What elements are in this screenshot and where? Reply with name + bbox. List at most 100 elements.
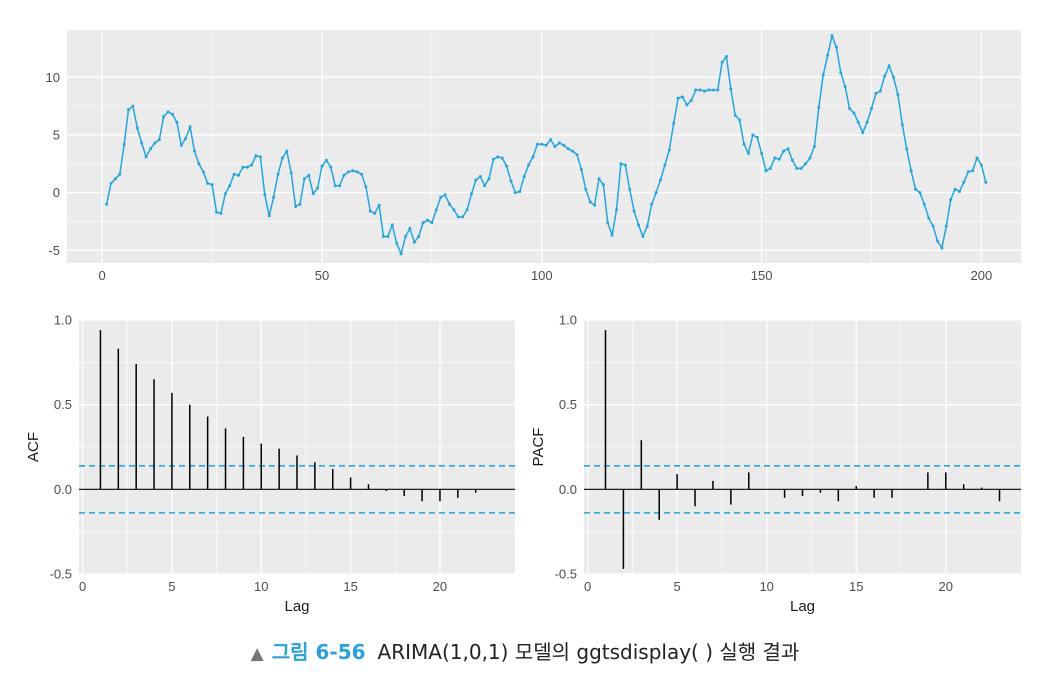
series-point (113, 177, 117, 181)
series-point (746, 151, 750, 155)
series-point (382, 235, 385, 238)
series-point (790, 158, 794, 162)
series-point (777, 157, 781, 161)
series-point (219, 211, 223, 215)
series-point (733, 113, 737, 117)
series-x-tick-label: 200 (971, 268, 993, 283)
series-point (522, 175, 526, 178)
series-point (333, 184, 337, 188)
series-point (276, 172, 280, 176)
series-point (342, 173, 346, 177)
series-point (716, 88, 720, 92)
series-point (324, 158, 328, 162)
acf-x-tick-label: 20 (433, 579, 447, 594)
series-point (171, 112, 174, 116)
series-point (839, 71, 843, 75)
triangle-marker-icon: ▲ (250, 644, 264, 664)
series-point (360, 172, 364, 176)
series-point (263, 193, 267, 197)
series-y-tick-label: 0 (53, 185, 60, 200)
series-point (289, 171, 293, 175)
series-point (865, 120, 869, 124)
series-point (237, 173, 240, 177)
series-point (368, 209, 372, 213)
series-point (135, 126, 139, 130)
series-point (975, 156, 979, 160)
series-point (852, 111, 856, 115)
series-point (426, 218, 429, 222)
series-point (549, 138, 553, 142)
series-point (373, 211, 377, 215)
series-point (298, 202, 302, 206)
series-point (953, 187, 957, 191)
series-point (527, 163, 531, 167)
series-point (465, 208, 469, 212)
series-point (641, 235, 645, 238)
series-point (355, 170, 359, 174)
series-point (144, 155, 148, 159)
series-point (184, 136, 188, 140)
series-point (663, 163, 667, 167)
series-point (958, 190, 961, 193)
pacf-y-tick-label: 0.5 (559, 397, 577, 412)
series-point (584, 187, 588, 191)
series-point (799, 166, 803, 170)
series-point (883, 74, 887, 78)
series-point (553, 145, 557, 148)
series-point (267, 214, 271, 218)
series-point (927, 216, 931, 220)
series-point (742, 142, 746, 146)
acf-chart: 0 5 10 15 20 -0.5 0.0 0.5 1.0 Lag ACF (25, 313, 515, 615)
series-point (162, 115, 166, 118)
series-panel-background (67, 30, 1021, 263)
series-point (496, 155, 500, 159)
series-x-tick-label: 150 (751, 268, 773, 283)
pacf-x-tick-label: 20 (939, 579, 953, 594)
series-point (491, 157, 495, 161)
series-point (329, 165, 333, 169)
series-point (940, 246, 944, 250)
series-point (531, 155, 535, 159)
series-point (386, 235, 390, 238)
series-point (105, 202, 109, 206)
series-point (834, 45, 838, 49)
series-point (698, 88, 702, 92)
series-point (250, 163, 254, 167)
series-point (720, 60, 724, 64)
series-point (346, 170, 350, 174)
acf-y-tick-label: -0.5 (50, 567, 72, 582)
series-point (601, 183, 605, 187)
series-point (773, 156, 777, 160)
series-point (804, 162, 808, 166)
series-point (808, 156, 812, 160)
series-point (540, 142, 544, 146)
series-point (228, 184, 232, 188)
series-point (645, 224, 649, 228)
series-point (632, 209, 636, 213)
series-point (320, 164, 324, 168)
series-point (434, 208, 438, 212)
series-point (654, 191, 658, 195)
series-point (694, 88, 698, 92)
series-point (311, 192, 315, 196)
series-point (285, 149, 289, 153)
series-x-tick-label: 100 (531, 268, 553, 283)
series-point (887, 64, 891, 68)
series-point (461, 215, 465, 219)
series-point (478, 175, 482, 178)
series-point (258, 155, 262, 159)
series-point (272, 195, 276, 199)
series-point (738, 118, 742, 122)
series-point (179, 143, 183, 147)
series-point (949, 198, 953, 202)
series-point (606, 221, 610, 225)
series-point (157, 138, 161, 142)
pacf-chart: 0 5 10 15 20 -0.5 0.0 0.5 1.0 Lag PACF (530, 313, 1021, 615)
series-point (153, 141, 157, 145)
pacf-x-tick-label: 15 (849, 579, 863, 594)
pacf-x-axis-title: Lag (790, 598, 815, 615)
series-point (914, 187, 917, 191)
series-point (201, 170, 205, 174)
acf-x-tick-label: 0 (79, 579, 86, 594)
